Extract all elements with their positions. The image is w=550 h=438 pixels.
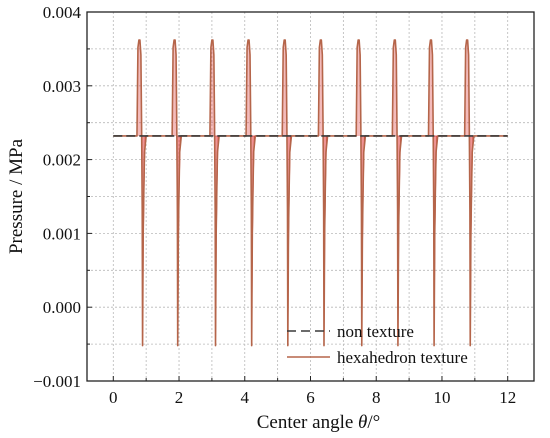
- y-tick-label: 0.003: [43, 77, 81, 96]
- x-axis-title-symbol: θ: [358, 412, 367, 433]
- y-axis-title: Pressure / MPa: [6, 138, 27, 254]
- y-tick-label: 0.002: [43, 151, 81, 170]
- series-layer: [113, 39, 508, 347]
- y-tick-label: 0.004: [43, 3, 82, 22]
- y-tick-label: 0.000: [43, 298, 81, 317]
- x-tick-label: 10: [433, 388, 450, 407]
- series-hexahedron-texture: [113, 39, 508, 347]
- y-tick-label: −0.001: [33, 372, 81, 391]
- x-tick-label: 0: [109, 388, 118, 407]
- x-tick-label: 6: [306, 388, 315, 407]
- legend: non texture hexahedron texture: [287, 322, 468, 367]
- x-axis-title-prefix: Center angle: [257, 412, 358, 433]
- legend-label-non-texture: non texture: [337, 322, 414, 341]
- x-axis-title: Center angle θ/°: [257, 412, 381, 433]
- y-tick-label: 0.001: [43, 224, 81, 243]
- x-axis-title-suffix: /°: [367, 412, 380, 433]
- axis-ticks: 0 2 4 6 8 10 12 −0.001 0.000 0.001 0.002 0.003 0.004: [33, 3, 516, 407]
- x-tick-label: 2: [175, 388, 184, 407]
- x-tick-label: 8: [372, 388, 381, 407]
- legend-label-hexahedron-texture: hexahedron texture: [337, 348, 468, 367]
- x-tick-label: 12: [499, 388, 516, 407]
- x-tick-label: 4: [241, 388, 250, 407]
